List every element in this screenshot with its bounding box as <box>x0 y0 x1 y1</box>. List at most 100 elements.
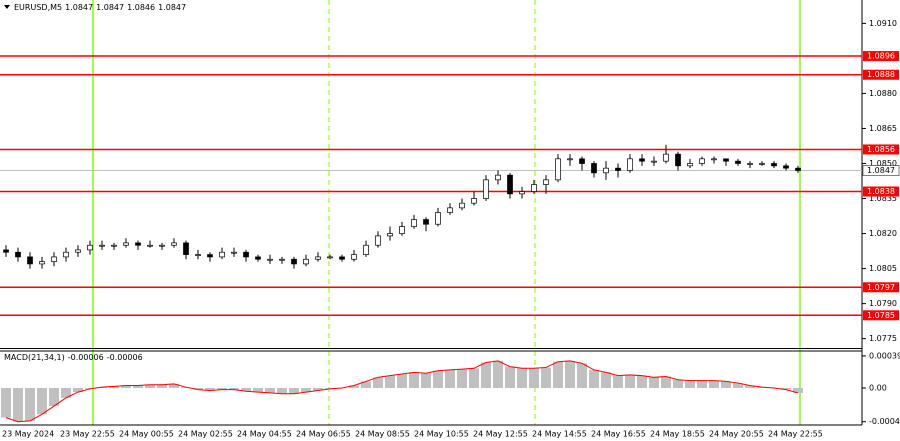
candle-body <box>735 160 741 164</box>
candle-body <box>519 191 525 195</box>
x-tick-label: 24 May 22:55 <box>768 430 823 439</box>
macd-bar <box>793 388 803 393</box>
macd-bar <box>781 388 791 390</box>
header-name: EURUSD,M5 <box>14 3 62 12</box>
macd-bar <box>109 386 119 388</box>
level-label-box <box>863 69 899 80</box>
candle-body <box>411 219 417 227</box>
macd-bar <box>133 385 143 388</box>
candle-body <box>435 212 441 225</box>
macd-bar <box>445 369 455 388</box>
y-tick-label: 0.00 <box>869 384 887 393</box>
x-tick-label: 24 May 12:55 <box>473 430 528 439</box>
header-value: 1.0846 <box>127 3 155 12</box>
candle-body <box>591 163 597 174</box>
macd-bar <box>529 368 539 388</box>
candle-body <box>351 254 357 260</box>
level-label: 1.0888 <box>867 70 895 79</box>
macd-bar <box>649 377 659 388</box>
macd-bar <box>709 380 719 388</box>
candle-body <box>495 174 501 181</box>
candle-body <box>459 202 465 209</box>
macd-bar <box>217 388 227 390</box>
candle-body <box>363 244 369 255</box>
macd-bar <box>481 362 491 388</box>
candle-body <box>339 256 345 260</box>
candle-body <box>699 158 705 164</box>
candle-body <box>183 242 189 255</box>
candle-body <box>723 158 729 162</box>
candle-body <box>507 174 513 195</box>
macd-bar <box>385 375 395 388</box>
header-value: -0.00006 <box>68 353 104 362</box>
macd-bar <box>229 388 239 390</box>
macd-bar <box>733 383 743 388</box>
candle-body <box>195 254 201 256</box>
macd-bar <box>361 381 371 388</box>
candle-body <box>471 198 477 204</box>
header-name: MACD(21,34,1) <box>4 353 65 362</box>
candle-body <box>543 179 549 185</box>
candle-body <box>291 258 297 265</box>
macd-bar <box>61 388 71 398</box>
candle-body <box>279 258 285 261</box>
x-tick-label: 24 May 14:55 <box>532 430 587 439</box>
macd-bar <box>193 388 203 390</box>
current-price-box <box>862 165 900 176</box>
macd-bar <box>589 369 599 388</box>
macd-bar <box>145 384 155 388</box>
candle-body <box>615 167 621 171</box>
macd-bar <box>373 377 383 388</box>
level-label-box <box>863 186 899 197</box>
macd-bar <box>601 372 611 388</box>
macd-bar <box>505 366 515 388</box>
x-tick-label: 24 May 10:55 <box>414 430 469 439</box>
candle-body <box>387 233 393 237</box>
candle-body <box>747 163 753 165</box>
candle-body <box>75 249 81 253</box>
candle-body <box>207 254 213 258</box>
macd-bar <box>625 374 635 388</box>
candle-body <box>423 219 429 225</box>
header-value: 1.0847 <box>65 3 93 12</box>
candle-body <box>567 158 573 161</box>
candle-body <box>531 184 537 192</box>
x-tick-label: 23 May 2024 <box>2 430 54 439</box>
macd-bar <box>157 384 167 388</box>
candle-body <box>255 256 261 260</box>
macd-bar <box>349 385 359 388</box>
candle-body <box>639 158 645 162</box>
x-tick-label: 24 May 08:55 <box>355 430 410 439</box>
level-label-box <box>863 310 899 321</box>
x-tick-label: 24 May 16:55 <box>591 430 646 439</box>
candle-body <box>795 167 801 171</box>
macd-bar <box>613 375 623 388</box>
candle-body <box>231 251 237 254</box>
candle-body <box>219 251 225 258</box>
candle-body <box>327 256 333 259</box>
macd-bar <box>301 388 311 393</box>
macd-bar <box>49 388 59 407</box>
candle-body <box>243 251 249 258</box>
header-value: -0.00006 <box>107 353 143 362</box>
candle-body <box>27 256 33 265</box>
macd-bar <box>169 383 179 388</box>
candle-body <box>555 158 561 181</box>
candle-body <box>15 251 21 258</box>
menu-arrow[interactable] <box>4 5 10 9</box>
macd-bar <box>745 385 755 388</box>
y-tick-label: 1.0805 <box>869 264 897 273</box>
candle-body <box>51 256 57 262</box>
candle-body <box>687 163 693 167</box>
candle-body <box>759 163 765 165</box>
x-tick-label: 24 May 18:55 <box>650 430 705 439</box>
candle-body <box>39 261 45 265</box>
x-tick-label: 24 May 02:55 <box>178 430 233 439</box>
macd-bar <box>1 388 11 418</box>
level-label-box <box>863 144 899 155</box>
candle-body <box>303 258 309 265</box>
macd-bar <box>457 369 467 388</box>
candle-body <box>483 179 489 199</box>
macd-bar <box>541 367 551 388</box>
